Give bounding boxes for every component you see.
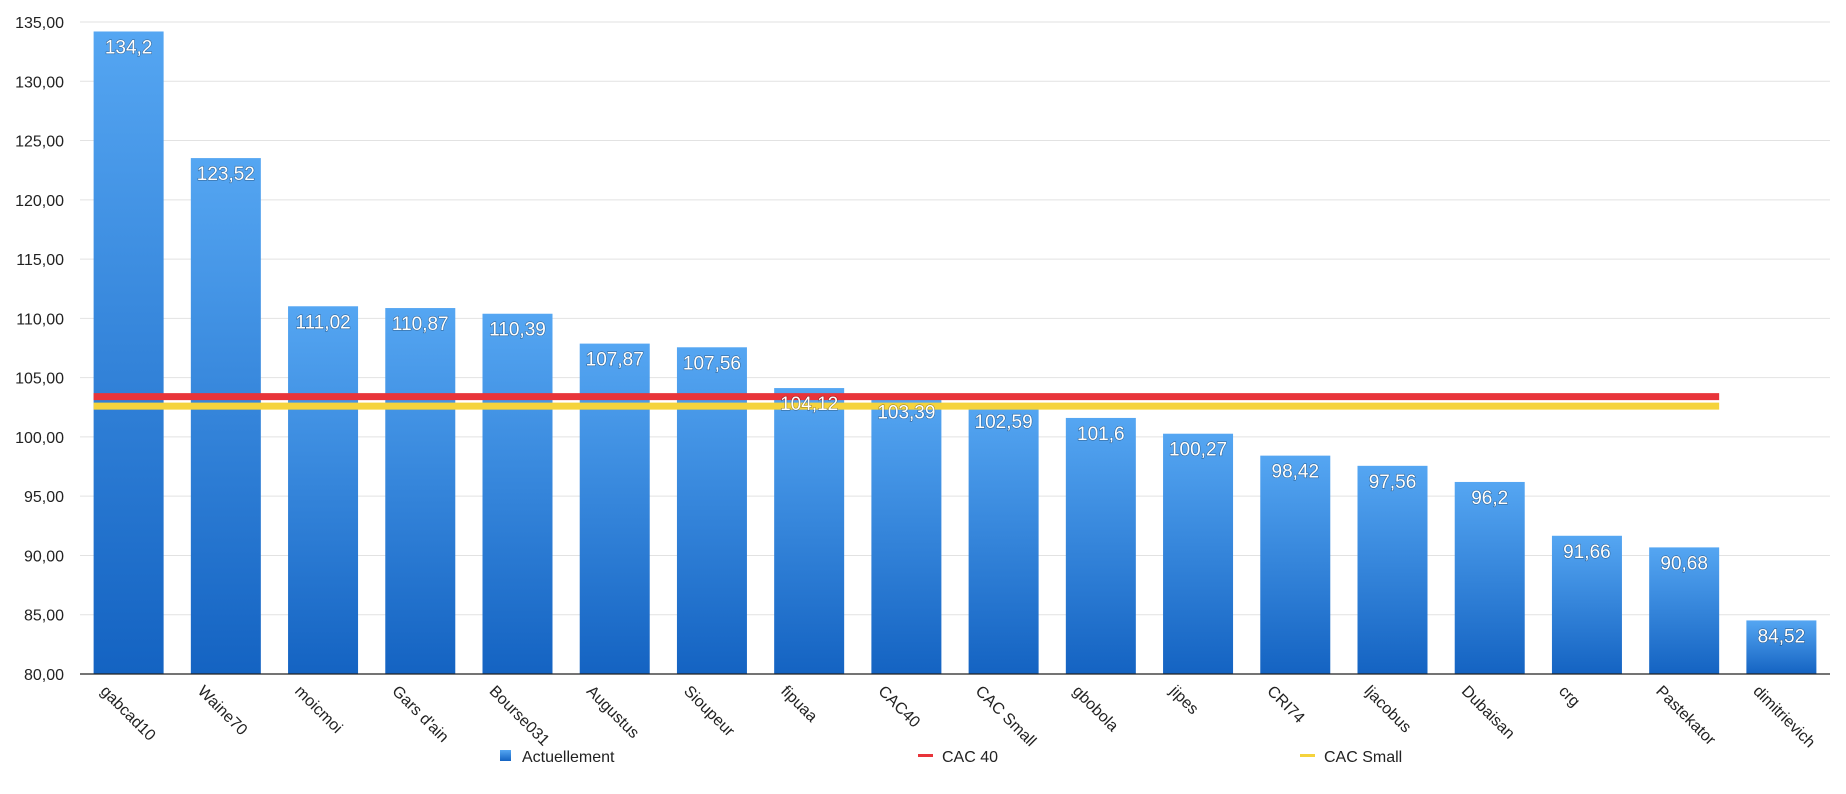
y-tick-label: 100,00	[15, 430, 64, 447]
y-tick-label: 120,00	[15, 193, 64, 210]
y-tick-label: 85,00	[24, 608, 64, 625]
bar	[871, 396, 942, 674]
y-tick-label: 130,00	[15, 74, 64, 91]
category-label: moicmoi	[291, 683, 345, 737]
bar	[1163, 433, 1234, 674]
category-label: CAC40	[875, 683, 924, 732]
gridlines	[80, 21, 1830, 616]
data-label: 102,59	[975, 412, 1033, 433]
data-label: 84,52	[1758, 626, 1806, 647]
data-label: 110,39	[489, 320, 546, 341]
bar	[190, 158, 261, 674]
data-label: 91,66	[1563, 542, 1611, 563]
bar	[1746, 620, 1817, 674]
bar-series	[93, 31, 1817, 674]
y-tick-label: 80,00	[24, 667, 64, 684]
data-label: 97,56	[1369, 472, 1417, 493]
legend-label: Actuellement	[522, 749, 615, 766]
y-axis-tick-labels: 80,00 85,00 90,00 95,00 100,00 105,00 110,00 11…	[15, 15, 64, 684]
bar	[288, 306, 359, 674]
bar	[1551, 535, 1622, 674]
legend-label: CAC 40	[942, 749, 998, 766]
data-label: 107,87	[586, 350, 644, 371]
category-label: Augustus	[583, 683, 642, 742]
category-label: CRI74	[1263, 683, 1307, 727]
bar	[482, 313, 553, 674]
category-label: Waine70	[194, 683, 250, 739]
data-label: 110,87	[392, 314, 449, 335]
category-label: Gars d'ain	[388, 683, 451, 746]
data-labels: 134,2 123,52 111,02 110,87 110,39 107,87 107,5…	[104, 37, 1806, 648]
y-tick-label: 125,00	[15, 134, 64, 151]
category-label: Sioupeur	[680, 683, 738, 741]
data-label: 100,27	[1169, 440, 1227, 461]
bar	[1260, 455, 1331, 674]
category-label: dimitrievich	[1750, 683, 1819, 752]
category-label: gbobola	[1069, 683, 1121, 735]
bar	[1357, 465, 1428, 674]
bar	[968, 406, 1039, 674]
legend-label: CAC Small	[1324, 749, 1402, 766]
x-axis-category-labels: gabcad10 Waine70 moicmoi Gars d'ain Bourse03…	[97, 682, 1818, 751]
y-tick-label: 90,00	[24, 548, 64, 565]
legend-swatch-line	[1300, 754, 1315, 757]
data-label: 101,6	[1077, 424, 1125, 445]
bar	[93, 31, 164, 674]
category-label: CAC Small	[972, 683, 1039, 750]
y-tick-label: 105,00	[15, 371, 64, 388]
bar	[774, 388, 845, 674]
category-label: fipuaa	[777, 683, 820, 726]
category-label: ljacobus	[1361, 683, 1415, 737]
category-label: jipes	[1166, 682, 1202, 718]
legend-swatch-bar	[500, 750, 511, 761]
data-label: 107,56	[683, 353, 741, 374]
data-label: 134,2	[105, 37, 153, 58]
y-tick-label: 110,00	[16, 311, 64, 328]
data-label: 90,68	[1660, 553, 1708, 574]
bar	[1649, 547, 1720, 674]
category-label: gabcad10	[97, 683, 159, 745]
bar	[1065, 417, 1136, 674]
data-label: 103,39	[877, 403, 935, 424]
category-label: Pastekator	[1652, 683, 1719, 750]
data-label: 111,02	[295, 312, 350, 333]
data-label: 104,12	[780, 394, 838, 415]
data-label: 98,42	[1272, 462, 1320, 483]
category-label: Bourse031	[486, 683, 553, 750]
reference-lines	[93, 393, 1720, 410]
y-tick-label: 115,00	[16, 252, 64, 269]
legend-swatch-line	[918, 754, 933, 757]
legend: Actuellement CAC 40 CAC Small	[500, 749, 1402, 766]
y-tick-label: 95,00	[24, 489, 64, 506]
bar	[676, 347, 747, 674]
data-label: 96,2	[1471, 488, 1508, 509]
data-label: 123,52	[197, 164, 255, 185]
category-label: crg	[1555, 683, 1583, 711]
bar	[1454, 481, 1525, 674]
y-tick-label: 135,00	[15, 15, 64, 32]
category-label: Dubaisan	[1458, 683, 1518, 743]
bar	[385, 308, 456, 674]
